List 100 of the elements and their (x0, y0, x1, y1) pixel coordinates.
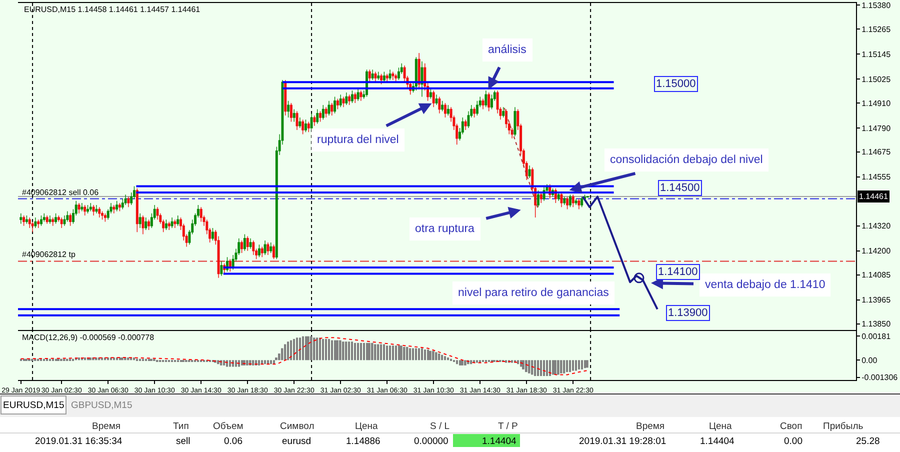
chart-title: EURUSD,M15 1.14458 1.14461 1.14457 1.14461 (24, 5, 201, 14)
candlestick (313, 115, 316, 126)
candlestick (502, 106, 505, 118)
text: 1.14404 (482, 436, 516, 447)
candlestick (342, 96, 345, 108)
bar (459, 360, 461, 366)
bar (217, 360, 220, 364)
text: GBPUSD,M15 (71, 400, 132, 411)
y-tick-label: 1.15265 (862, 24, 892, 34)
candlestick (52, 217, 54, 226)
bar (566, 360, 568, 372)
bar (572, 360, 574, 371)
bar (528, 360, 530, 374)
candlestick (488, 92, 490, 112)
bar (560, 360, 562, 374)
bar (441, 354, 444, 360)
candlestick (392, 71, 394, 80)
bar (319, 338, 321, 360)
candlestick (46, 215, 48, 224)
bar (505, 360, 507, 363)
candlestick (490, 94, 493, 110)
bar (537, 360, 539, 376)
bar (299, 338, 301, 360)
candlestick (69, 213, 72, 226)
candlestick (60, 217, 63, 228)
bar (281, 348, 284, 360)
bar (444, 356, 446, 360)
candlestick (174, 219, 176, 228)
ref-line-label: #409062812 tp (22, 250, 76, 259)
candlestick (339, 94, 342, 108)
bar (302, 336, 304, 360)
bar (84, 357, 86, 360)
y-tick-label: 1.14555 (862, 172, 892, 182)
candlestick (356, 88, 360, 102)
candlestick (473, 106, 476, 118)
candlestick (84, 204, 86, 216)
candlestick (22, 215, 26, 226)
candlestick (380, 73, 383, 85)
bar (246, 360, 248, 366)
bar (264, 360, 266, 364)
candlestick (350, 90, 354, 104)
candlestick (432, 90, 435, 108)
candlestick (156, 206, 159, 220)
ref-line-label: 1.14461 (859, 192, 888, 201)
bar (447, 357, 449, 360)
candlestick (444, 102, 446, 118)
bar (511, 360, 513, 363)
bar (336, 340, 338, 360)
y-tick-label: 1.14085 (862, 270, 892, 280)
candlestick (566, 196, 569, 210)
y-tick-label: 0.00 (862, 356, 878, 365)
candlestick (264, 240, 266, 256)
candlestick (121, 198, 124, 210)
candlestick (148, 219, 150, 230)
candlestick (298, 117, 302, 128)
candlestick (260, 246, 264, 258)
candlestick (394, 73, 398, 82)
y-tick-label: 1.14675 (862, 148, 892, 157)
candlestick (304, 119, 307, 132)
candlestick (476, 100, 478, 116)
bar (412, 348, 414, 360)
bar (339, 340, 342, 360)
candlestick (296, 110, 298, 130)
text: 0.00 (784, 436, 802, 447)
candlestick (258, 244, 260, 258)
candlestick (63, 215, 66, 226)
category-label: Объем (213, 421, 244, 432)
bar (275, 357, 278, 360)
ref-line-label: #409062812 sell 0.06 (22, 188, 100, 197)
bar (389, 346, 391, 360)
candlestick (572, 194, 574, 208)
candlestick (382, 71, 386, 82)
bar (322, 338, 324, 360)
bar (296, 338, 298, 360)
candlestick (345, 92, 348, 106)
candlestick (170, 217, 174, 228)
annotation: 1.15000 (656, 78, 696, 90)
candlestick (89, 202, 92, 212)
candlestick (92, 204, 95, 216)
annotation: análisis (488, 44, 527, 56)
candlestick (116, 200, 118, 212)
bar (293, 338, 295, 360)
bar (557, 360, 560, 375)
bar (287, 342, 290, 360)
bar (392, 346, 394, 360)
bar (438, 354, 440, 360)
candlestick (98, 206, 101, 218)
bar (406, 346, 408, 360)
bar (421, 348, 423, 360)
candlestick (540, 192, 542, 204)
bar (575, 360, 577, 371)
candlestick (536, 190, 540, 208)
bar (284, 344, 286, 360)
bar (328, 338, 330, 360)
bar (325, 338, 327, 360)
bar (584, 360, 586, 368)
candlestick (42, 213, 46, 222)
bar (380, 344, 382, 360)
candlestick (284, 80, 287, 116)
candlestick (101, 210, 104, 220)
